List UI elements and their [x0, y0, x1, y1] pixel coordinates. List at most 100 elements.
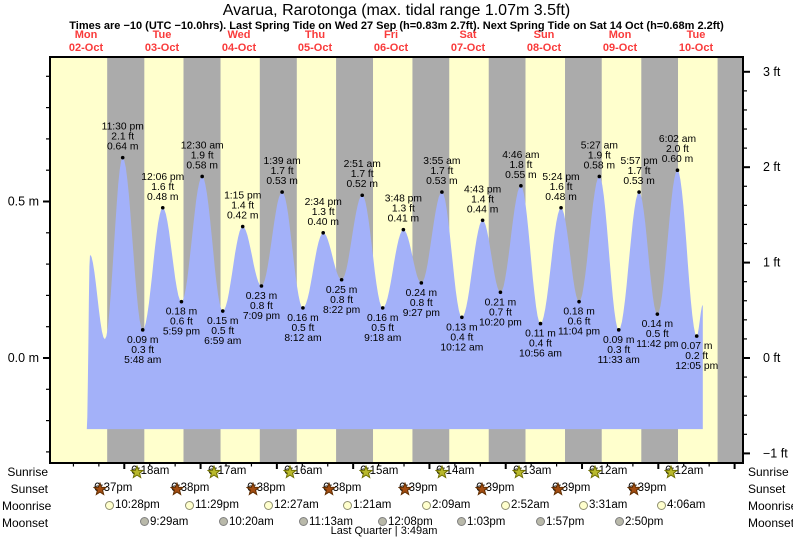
moonrise-icon	[657, 500, 666, 510]
day-name: Thu	[304, 29, 326, 41]
low-tide-label: 0.16 m 0.5 ft 8:12 am	[284, 313, 321, 344]
day-header: Fri 06-Oct	[374, 29, 408, 55]
tide-point-dot	[280, 190, 284, 194]
low-tide-label: 0.25 m 0.8 ft 8:22 pm	[323, 285, 360, 316]
day-name: Tue	[152, 29, 172, 41]
high-tide-label: 4:46 am 1.8 ft 0.55 m	[502, 150, 539, 181]
almanac-row-label-right: Sunrise	[748, 465, 789, 479]
sunset-event: 6:39pm	[551, 482, 591, 496]
sunset-event: 6:39pm	[627, 482, 666, 496]
moonset-icon	[140, 517, 149, 526]
tide-point-dot	[200, 174, 204, 179]
day-name: Tue	[686, 29, 706, 41]
moonrise-time: 1:21am	[353, 499, 392, 511]
moonrise-event: 2:09am	[422, 499, 470, 511]
low-tide-label: 0.09 m 0.3 ft 5:48 am	[124, 335, 161, 366]
moonset-icon	[299, 517, 308, 526]
day-header: Mon 09-Oct	[603, 29, 637, 55]
y-axis-label-left: 0.0 m	[8, 351, 39, 365]
tide-point-dot	[460, 315, 464, 320]
day-name: Sat	[459, 29, 477, 41]
page-subtitle: Times are −10 (UTC −10.0hrs). Last Sprin…	[69, 20, 724, 32]
y-axis-label-right: −1 ft	[763, 446, 788, 460]
moonrise-icon	[343, 500, 352, 510]
moonrise-icon	[264, 500, 273, 510]
sunrise-event: 6:13am	[512, 465, 552, 479]
moonset-time: 9:29am	[150, 515, 189, 528]
low-tide-label: 0.18 m 0.6 ft 11:04 pm	[558, 307, 600, 338]
moonset-event: 1:57pm	[536, 516, 584, 528]
moonset-time: 12:08pm	[388, 515, 433, 528]
low-tide-label: 0.14 m 0.5 ft 11:42 pm	[636, 319, 678, 350]
day-date: 06-Oct	[373, 42, 409, 54]
moonrise-event: 4:06am	[657, 499, 705, 511]
moonrise-event: 11:29pm	[185, 499, 239, 511]
moonrise-event: 10:28pm	[105, 499, 160, 511]
day-header: Wed 04-Oct	[222, 29, 256, 55]
tide-point-dot	[419, 281, 424, 285]
sunset-time: 6:37pm	[94, 482, 133, 494]
day-header: Tue 10-Oct	[679, 29, 713, 55]
moonset-time: 1:57pm	[546, 515, 585, 528]
tide-point-dot	[240, 224, 245, 229]
moon-phase-text: Last Quarter | 3:49am	[330, 525, 438, 537]
sunset-time: 6:39pm	[399, 482, 438, 494]
sunrise-event: 6:12am	[664, 465, 703, 479]
tide-point-dot	[321, 231, 325, 235]
moonset-time: 1:03pm	[467, 515, 506, 528]
sunrise-time: 6:18am	[131, 465, 170, 477]
tide-point-dot	[577, 299, 581, 304]
sunrise-event: 6:18am	[130, 465, 170, 479]
y-axis-label-right: 1 ft	[763, 256, 781, 270]
low-tide-label: 0.18 m 0.6 ft 5:59 pm	[163, 307, 200, 338]
tide-point-dot	[140, 328, 145, 332]
sunrise-time: 6:13am	[513, 465, 552, 477]
tide-point-dot	[380, 306, 385, 310]
sunset-time: 6:38pm	[247, 482, 286, 494]
tide-point-dot	[675, 168, 680, 172]
moonrise-time: 12:27am	[274, 499, 319, 511]
day-name: Wed	[227, 29, 251, 41]
moonset-icon	[378, 517, 387, 526]
moonrise-event: 1:21am	[343, 499, 391, 511]
tide-point-dot	[120, 155, 125, 160]
tide-point-dot	[559, 205, 563, 210]
low-tide-label: 0.13 m 0.4 ft 10:12 am	[440, 322, 483, 353]
high-tide-label: 1:39 am 1.7 ft 0.53 m	[264, 156, 301, 187]
high-tide-label: 5:27 am 1.9 ft 0.58 m	[581, 140, 618, 171]
high-tide-label: 4:43 pm 1.4 ft 0.44 m	[464, 184, 501, 215]
high-tide-label: 3:48 pm 1.3 ft 0.41 m	[385, 194, 422, 225]
sunset-event: 6:38pm	[246, 482, 286, 496]
sunset-time: 6:39pm	[552, 482, 591, 494]
day-date: 05-Oct	[297, 42, 333, 54]
low-tide-label: 0.15 m 0.5 ft 6:59 am	[204, 316, 241, 347]
tide-point-dot	[637, 190, 641, 194]
day-name: Mon	[608, 29, 632, 41]
high-tide-label: 6:02 am 2.0 ft 0.60 m	[659, 134, 696, 165]
high-tide-label: 3:55 am 1.7 ft 0.53 m	[423, 156, 460, 187]
sunrise-event: 6:16am	[283, 465, 322, 479]
tide-area	[86, 157, 703, 430]
day-header: Tue 03-Oct	[145, 29, 179, 55]
high-tide-label: 1:15 pm 1.4 ft 0.42 m	[224, 191, 261, 222]
high-tide-label: 12:30 am 1.9 ft 0.58 m	[181, 140, 224, 171]
day-date: 03-Oct	[144, 42, 180, 54]
y-axis-label-left: 0.5 m	[8, 195, 39, 209]
low-tide-label: 0.24 m 0.8 ft 9:27 pm	[403, 288, 440, 319]
tide-point-dot	[480, 218, 485, 223]
moonrise-time: 2:09am	[432, 499, 471, 511]
day-header: Sat 07-Oct	[451, 29, 485, 55]
tide-point-dot	[401, 227, 406, 232]
tide-point-dot	[597, 174, 602, 179]
moonset-time: 11:13am	[309, 515, 353, 528]
moonrise-time: 10:28pm	[115, 499, 160, 511]
almanac-row-label-left: Sunrise	[7, 465, 48, 479]
day-header: Thu 05-Oct	[298, 29, 332, 55]
tide-point-dot	[498, 290, 503, 295]
moonset-event: 10:20am	[219, 516, 274, 528]
moonset-icon	[219, 517, 228, 526]
sunrise-time: 6:12am	[589, 465, 628, 477]
tide-point-dot	[339, 277, 344, 282]
tide-point-dot	[220, 309, 225, 313]
